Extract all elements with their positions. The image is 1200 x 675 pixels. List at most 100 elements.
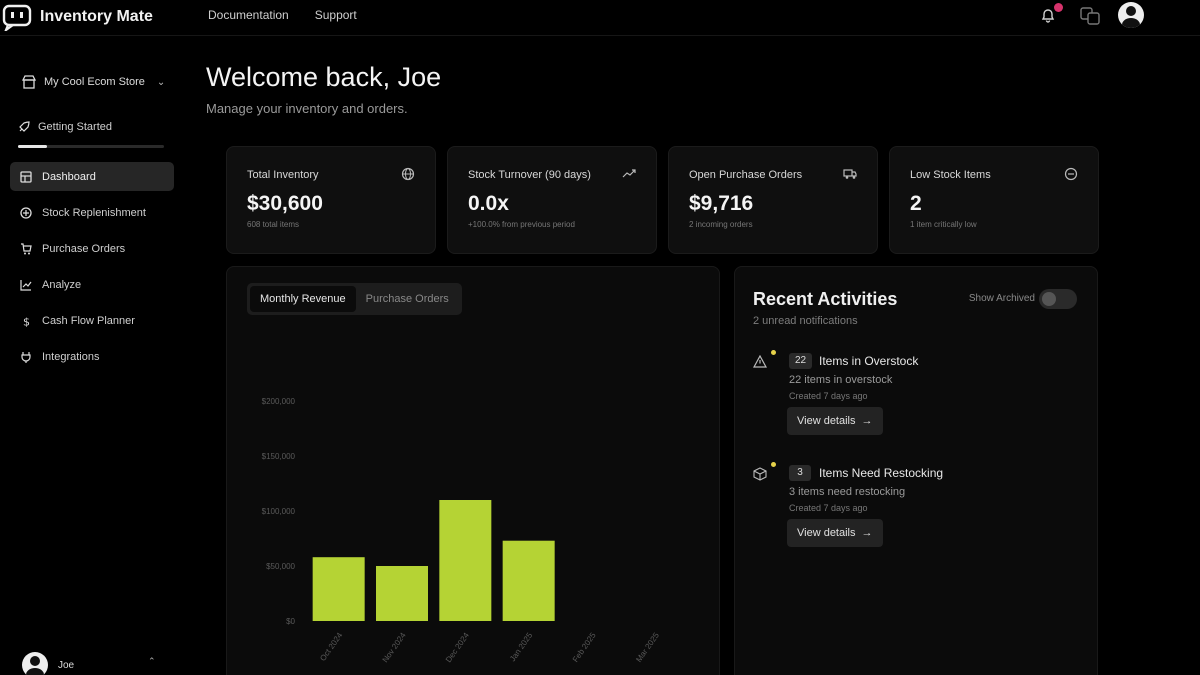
chart-bar[interactable] (439, 500, 492, 621)
chart-bar[interactable] (312, 557, 365, 621)
arrow-right-icon: → (861, 527, 873, 539)
sidebar-item-label: Integrations (42, 350, 100, 363)
activity-count: 3 (789, 465, 811, 481)
progress-fill (18, 145, 48, 148)
card-value: 2 (910, 192, 922, 215)
card-total-inventory: Total Inventory $30,600 608 total items (226, 146, 436, 254)
sidebar-item-purchase-orders[interactable]: Purchase Orders (10, 234, 174, 263)
card-title: Open Purchase Orders (689, 169, 803, 181)
documentation-link[interactable]: Documentation (208, 8, 289, 22)
activity-name: Items in Overstock (819, 354, 919, 368)
card-stock-turnover: Stock Turnover (90 days) 0.0x +100.0% fr… (447, 146, 657, 254)
x-tick-label: Oct 2024 (318, 631, 344, 663)
y-tick-label: $0 (286, 617, 295, 626)
bell-icon (1041, 9, 1055, 23)
activity-description: 22 items in overstock (789, 374, 893, 386)
alert-circle-icon (1064, 167, 1078, 181)
show-archived-toggle[interactable] (1039, 289, 1077, 309)
warning-icon (753, 355, 767, 368)
chart-bar[interactable] (376, 566, 428, 621)
trend-icon (622, 169, 636, 178)
sidebar: My Cool Ecom Store ⌄ Getting Started Das… (0, 37, 190, 675)
revenue-bar-chart: $0 $50,000 $100,000 $150,000 $200,000 Oct 202… (262, 397, 662, 665)
y-tick-label: $150,000 (262, 452, 296, 461)
activities-title: Recent Activities (753, 289, 898, 309)
card-subtext: 2 incoming orders (689, 220, 753, 229)
card-subtext: +100.0% from previous period (468, 220, 575, 229)
support-link[interactable]: Support (314, 8, 357, 22)
activities-subtitle: 2 unread notifications (753, 315, 858, 327)
card-subtext: 608 total items (247, 220, 300, 229)
revenue-chart-panel: Monthly Revenue Purchase Orders $0 $50,00… (226, 266, 720, 675)
chart-icon (20, 279, 32, 291)
card-open-purchase-orders: Open Purchase Orders $9,716 2 incoming o… (668, 146, 878, 254)
getting-started-link[interactable]: Getting Started (18, 121, 112, 133)
top-bar: Inventory Mate Documentation Support (0, 0, 1200, 36)
x-tick-label: Dec 2024 (444, 631, 471, 665)
tab-monthly-revenue[interactable]: Monthly Revenue (250, 286, 356, 312)
x-tick-label: Feb 2025 (571, 631, 598, 664)
card-title: Stock Turnover (90 days) (468, 169, 591, 181)
rocket-icon (19, 121, 30, 132)
store-name: My Cool Ecom Store (44, 76, 145, 88)
activity-description: 3 items need restocking (789, 486, 906, 498)
app-name: Inventory Mate (40, 8, 153, 25)
chevron-down-icon: ⌄ (156, 76, 166, 88)
robot-logo-icon (2, 4, 32, 31)
show-archived-label: Show Archived (968, 293, 1035, 304)
tab-purchase-orders[interactable]: Purchase Orders (365, 293, 449, 305)
globe-icon (401, 167, 415, 181)
arrow-right-icon: → (861, 415, 873, 427)
card-title: Low Stock Items (910, 169, 991, 181)
unread-dot (771, 462, 776, 467)
app-logo[interactable]: Inventory Mate (2, 3, 153, 31)
user-name: Joe (58, 659, 75, 671)
x-tick-label: Nov 2024 (381, 631, 408, 665)
user-avatar-top[interactable] (1118, 2, 1144, 28)
chart-bar[interactable] (502, 540, 555, 621)
unread-dot (771, 350, 776, 355)
sidebar-item-label: Analyze (42, 278, 82, 291)
getting-started-label: Getting Started (38, 121, 112, 133)
activity-name: Items Need Restocking (819, 466, 944, 480)
card-title: Total Inventory (247, 169, 319, 181)
view-details-label: View details (797, 527, 856, 539)
sidebar-item-cash-flow-planner[interactable]: $ Cash Flow Planner (10, 306, 174, 335)
sidebar-item-analyze[interactable]: Analyze (10, 270, 174, 299)
user-menu[interactable]: Joe ⌃ (22, 652, 156, 675)
activity-item: 3 Items Need Restocking 3 items need res… (753, 462, 1083, 565)
activity-time: Created 7 days ago (789, 391, 868, 401)
notifications-button[interactable] (1040, 3, 1063, 25)
store-selector[interactable]: My Cool Ecom Store ⌄ (14, 67, 182, 97)
card-low-stock-items: Low Stock Items 2 1 item critically low (889, 146, 1099, 254)
activity-count: 22 (789, 353, 813, 369)
activity-time: Created 7 days ago (789, 503, 868, 513)
truck-icon (843, 169, 857, 179)
card-subtext: 1 item critically low (910, 220, 977, 229)
sidebar-item-integrations[interactable]: Integrations (10, 342, 174, 371)
card-value: 0.0x (468, 192, 509, 215)
notification-badge (1054, 3, 1063, 12)
sidebar-item-label: Dashboard (42, 170, 96, 183)
view-details-button[interactable]: View details → (787, 519, 883, 547)
card-value: $30,600 (247, 192, 323, 215)
y-tick-label: $200,000 (262, 397, 296, 406)
sidebar-item-label: Stock Replenishment (42, 206, 146, 219)
view-details-button[interactable]: View details → (787, 407, 883, 435)
recent-activities-panel: Recent Activities 2 unread notifications… (734, 266, 1098, 675)
sidebar-item-dashboard[interactable]: Dashboard (10, 162, 174, 191)
x-tick-label: Mar 2025 (634, 631, 661, 664)
svg-text:$: $ (23, 315, 30, 327)
store-icon (22, 75, 36, 89)
sidebar-item-stock-replenishment[interactable]: Stock Replenishment (10, 198, 174, 227)
cart-icon (21, 242, 32, 254)
x-tick-label: Jan 2025 (508, 631, 535, 664)
translate-icon[interactable] (1080, 6, 1100, 26)
avatar (22, 652, 48, 675)
page-subtitle: Manage your inventory and orders. (206, 101, 408, 116)
chart-tabs: Monthly Revenue Purchase Orders (247, 283, 462, 315)
y-tick-label: $100,000 (262, 507, 296, 516)
sidebar-item-label: Cash Flow Planner (42, 314, 135, 327)
dashboard-icon (20, 170, 32, 183)
y-tick-label: $50,000 (266, 562, 295, 571)
